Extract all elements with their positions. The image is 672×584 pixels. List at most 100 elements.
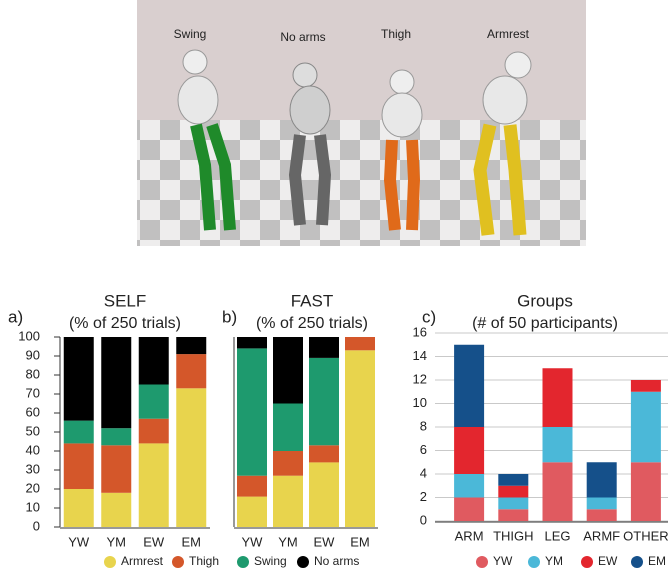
bar-segment <box>101 492 132 527</box>
bar-segment <box>630 462 661 521</box>
bar-segment <box>273 403 303 451</box>
bar-segment <box>101 337 132 429</box>
bar-segment <box>542 368 573 427</box>
y-tick-label: 10 <box>26 499 40 514</box>
chart-subtitle: (% of 250 trials) <box>256 315 368 332</box>
bar-segment <box>237 475 267 497</box>
bar-segment <box>586 497 617 510</box>
legend-marker <box>297 556 309 568</box>
bar-segment <box>454 474 485 498</box>
bar-segment <box>586 509 617 521</box>
bar-segment <box>176 388 207 527</box>
bar-segment <box>454 427 485 474</box>
y-tick-label: 90 <box>26 347 40 362</box>
x-tick-label: YM <box>107 534 127 549</box>
x-tick-label: THIGH <box>493 528 533 543</box>
x-tick-label: YW <box>242 534 264 549</box>
figure-label: Swing <box>174 27 207 41</box>
bar-segment <box>138 384 169 419</box>
y-tick-label: 14 <box>413 348 427 363</box>
panel-label: b) <box>222 307 237 326</box>
bar-segment <box>309 445 339 463</box>
y-tick-label: 60 <box>26 404 40 419</box>
legend-label: EM <box>648 554 666 568</box>
y-tick-label: 0 <box>33 518 40 533</box>
bar-segment <box>345 337 375 351</box>
legend-marker <box>104 556 116 568</box>
bar-segment <box>542 462 573 521</box>
x-tick-label: EW <box>143 534 165 549</box>
bar-segment <box>309 357 339 446</box>
x-tick-label: OTHER <box>623 528 669 543</box>
y-tick-label: 20 <box>26 480 40 495</box>
chart-title: SELF <box>104 291 147 310</box>
bar-segment <box>237 337 267 349</box>
x-tick-label: EM <box>350 534 370 549</box>
legend-marker <box>237 556 249 568</box>
x-tick-label: EM <box>182 534 202 549</box>
legend-label: Armrest <box>121 554 164 568</box>
y-tick-label: 100 <box>18 328 40 343</box>
x-tick-label: LEG <box>544 528 570 543</box>
render-image: Swing No arms Thigh Armrest <box>137 0 586 246</box>
legend-label: YW <box>493 554 513 568</box>
bar-segment <box>273 451 303 476</box>
legend-label: Swing <box>254 554 287 568</box>
bar-segment <box>273 337 303 404</box>
y-tick-label: 10 <box>413 395 427 410</box>
chart-subtitle: (% of 250 trials) <box>69 315 181 332</box>
panel-label: a) <box>8 307 23 326</box>
y-tick-label: 2 <box>420 489 427 504</box>
bar-segment <box>542 427 573 463</box>
x-tick-label: EW <box>314 534 336 549</box>
skeleton-swing <box>177 49 236 231</box>
y-tick-label: 0 <box>420 512 427 527</box>
legend-label: Thigh <box>189 554 219 568</box>
bar-segment <box>454 497 485 521</box>
bar-segment <box>101 445 132 493</box>
bar-segment <box>237 348 267 476</box>
bar-segment <box>101 428 132 446</box>
figure-label: Thigh <box>381 27 411 41</box>
skeleton-no-arms <box>288 62 332 226</box>
bar-segment <box>498 497 529 510</box>
x-tick-label: YW <box>68 534 90 549</box>
legend-marker <box>631 556 643 568</box>
y-tick-label: 6 <box>420 442 427 457</box>
legend-label: EW <box>598 554 618 568</box>
legend-marker <box>476 556 488 568</box>
y-tick-label: 8 <box>420 418 427 433</box>
bar-segment <box>138 443 169 527</box>
figure-label: Armrest <box>487 27 530 41</box>
y-tick-label: 80 <box>26 366 40 381</box>
bar-segment <box>630 391 661 463</box>
bar-segment <box>63 337 94 421</box>
y-tick-label: 30 <box>26 461 40 476</box>
bar-segment <box>309 462 339 527</box>
y-tick-label: 16 <box>413 324 427 339</box>
bar-segment <box>138 337 169 385</box>
chart-subtitle: (# of 50 participants) <box>472 315 618 332</box>
y-tick-label: 12 <box>413 371 427 386</box>
panel-label: c) <box>422 307 436 326</box>
legend-marker <box>581 556 593 568</box>
x-tick-label: ARM <box>455 528 484 543</box>
x-tick-label: YM <box>278 534 298 549</box>
bar-segment <box>237 496 267 527</box>
bar-segment <box>176 354 207 389</box>
bar-segment <box>498 509 529 521</box>
legend-marker <box>172 556 184 568</box>
bar-segment <box>454 344 485 427</box>
bar-segment <box>138 418 169 444</box>
bar-segment <box>309 337 339 358</box>
legend-label: YM <box>545 554 563 568</box>
x-tick-label: ARMF <box>583 528 620 543</box>
legend-label: No arms <box>314 554 359 568</box>
y-tick-label: 4 <box>420 465 427 480</box>
y-tick-label: 50 <box>26 423 40 438</box>
bar-segment <box>63 489 94 527</box>
bar-segment <box>586 462 617 498</box>
skeleton-armrest <box>473 51 532 236</box>
chart-title: FAST <box>291 291 334 310</box>
